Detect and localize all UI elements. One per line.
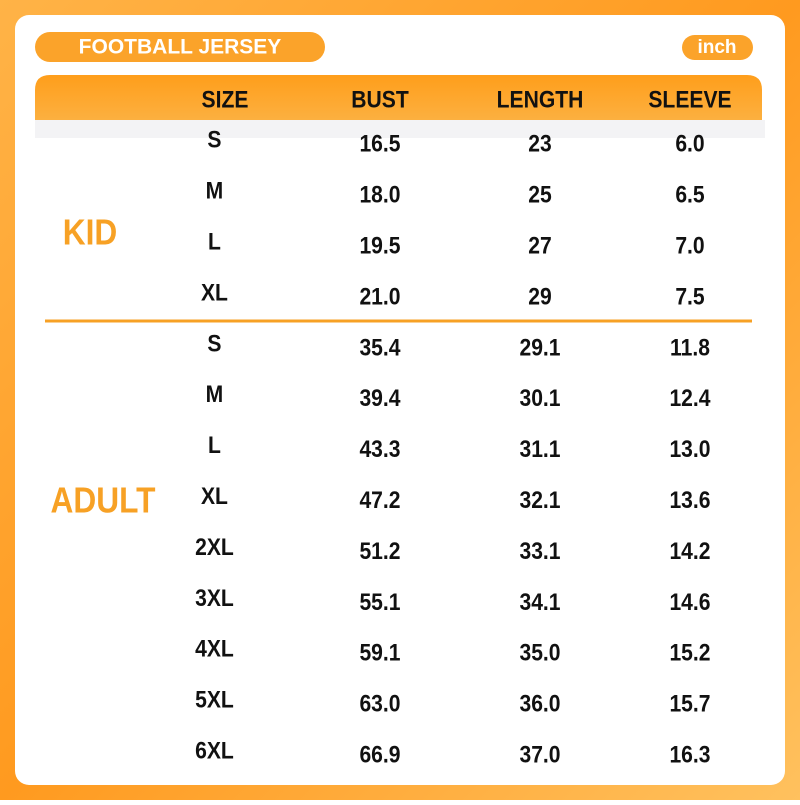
value-cell: 35.4 xyxy=(359,334,400,361)
size-cell: XL xyxy=(201,279,228,306)
size-cell: L xyxy=(208,228,221,255)
value-cell: 43.3 xyxy=(359,436,400,463)
value-cell: 15.2 xyxy=(669,640,710,667)
unit-pill xyxy=(682,35,753,60)
value-cell: 32.1 xyxy=(519,487,560,514)
value-cell: 13.0 xyxy=(669,436,710,463)
value-cell: 7.5 xyxy=(675,283,704,310)
value-cell: 51.2 xyxy=(359,538,400,565)
size-cell: 4XL xyxy=(195,636,234,663)
size-cell: S xyxy=(207,126,221,153)
column-header: BUST xyxy=(351,86,409,113)
value-cell: 23 xyxy=(528,130,551,157)
value-cell: 39.4 xyxy=(359,385,400,412)
size-cell: 3XL xyxy=(195,585,234,612)
header-shadow xyxy=(35,120,765,138)
value-cell: 18.0 xyxy=(359,181,400,208)
value-cell: 29 xyxy=(528,283,551,310)
value-cell: 6.0 xyxy=(675,130,704,157)
value-cell: 66.9 xyxy=(359,741,400,768)
value-cell: 31.1 xyxy=(519,436,560,463)
size-cell: 6XL xyxy=(195,737,234,764)
value-cell: 63.0 xyxy=(359,690,400,717)
column-header: SLEEVE xyxy=(648,86,731,113)
value-cell: 7.0 xyxy=(675,232,704,259)
value-cell: 12.4 xyxy=(669,385,710,412)
size-cell: XL xyxy=(201,483,228,510)
value-cell: 59.1 xyxy=(359,640,400,667)
value-cell: 34.1 xyxy=(519,589,560,616)
value-cell: 37.0 xyxy=(519,741,560,768)
size-cell: 5XL xyxy=(195,686,234,713)
title: FOOTBALL JERSEY xyxy=(79,36,282,59)
value-cell: 47.2 xyxy=(359,487,400,514)
value-cell: 29.1 xyxy=(519,334,560,361)
value-cell: 21.0 xyxy=(359,283,400,310)
value-cell: 55.1 xyxy=(359,589,400,616)
table-body: SIZE BUST LENGTH SLEEVE KID S 16.5 23 6.0 M 18.0 25… xyxy=(51,86,732,768)
card xyxy=(15,15,785,785)
column-header: LENGTH xyxy=(497,86,584,113)
header-band xyxy=(35,75,762,120)
size-cell: M xyxy=(206,381,224,408)
title-pill xyxy=(35,32,325,62)
size-cell: S xyxy=(207,330,221,357)
value-cell: 6.5 xyxy=(675,181,704,208)
value-cell: 16.3 xyxy=(669,741,710,768)
group-label: KID xyxy=(63,213,118,253)
value-cell: 30.1 xyxy=(519,385,560,412)
column-header: SIZE xyxy=(202,86,249,113)
value-cell: 35.0 xyxy=(519,640,560,667)
value-cell: 36.0 xyxy=(519,690,560,717)
value-cell: 27 xyxy=(528,232,551,259)
value-cell: 11.8 xyxy=(670,334,710,361)
value-cell: 16.5 xyxy=(359,130,400,157)
value-cell: 14.2 xyxy=(669,538,710,565)
value-cell: 13.6 xyxy=(669,487,710,514)
group-label: ADULT xyxy=(51,481,156,521)
value-cell: 15.7 xyxy=(669,690,710,717)
value-cell: 25 xyxy=(528,181,551,208)
size-cell: M xyxy=(206,177,224,204)
size-cell: 2XL xyxy=(195,534,234,561)
value-cell: 14.6 xyxy=(669,589,710,616)
value-cell: 19.5 xyxy=(359,232,400,259)
value-cell: 33.1 xyxy=(519,538,560,565)
size-cell: L xyxy=(208,432,221,459)
unit: inch xyxy=(697,37,736,58)
